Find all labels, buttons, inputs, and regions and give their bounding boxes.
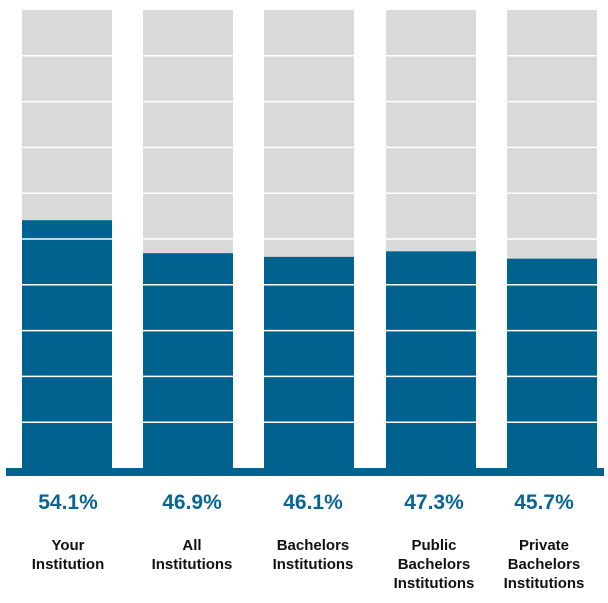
category-label-private-bachelors-institutions: Private Bachelors Institutions: [486, 536, 602, 593]
value-label-private-bachelors-institutions: 45.7%: [514, 491, 574, 514]
category-label-line: Bachelors: [276, 537, 350, 554]
category-label-line: All: [182, 537, 202, 554]
category-label-all-institutions: All Institutions: [134, 536, 250, 574]
column-label-all-institutions: 46.9% All Institutions: [134, 490, 250, 574]
category-label-line: Private: [518, 537, 570, 554]
bar-chart: [6, 10, 604, 476]
value-label-bachelors-institutions: 46.1%: [283, 491, 343, 514]
category-label-line: Institutions: [272, 556, 354, 573]
category-label-your-institution: Your Institution: [10, 536, 126, 574]
category-label-line: Public: [411, 537, 457, 554]
category-label-line: Your: [51, 537, 85, 554]
bar: [143, 253, 233, 468]
value-label-all-institutions: 46.9%: [162, 491, 222, 514]
category-label-line: Institutions: [503, 575, 585, 592]
bar: [264, 256, 354, 468]
column-label-public-bachelors-institutions: 47.3% Public Bachelors Institutions: [376, 490, 492, 593]
x-axis-baseline: [6, 468, 604, 476]
category-label-public-bachelors-institutions: Public Bachelors Institutions: [376, 536, 492, 593]
category-label-line: Institutions: [393, 575, 475, 592]
category-label-line: Bachelors: [397, 556, 471, 573]
category-label-bachelors-institutions: Bachelors Institutions: [255, 536, 371, 574]
bar: [507, 258, 597, 468]
bar: [22, 220, 112, 468]
column-label-private-bachelors-institutions: 45.7% Private Bachelors Institutions: [486, 490, 602, 593]
category-label-line: Institutions: [151, 556, 233, 573]
category-label-line: Bachelors: [507, 556, 581, 573]
category-label-line: Institution: [31, 556, 105, 573]
value-label-your-institution: 54.1%: [38, 491, 98, 514]
value-label-public-bachelors-institutions: 47.3%: [404, 491, 464, 514]
column-label-your-institution: 54.1% Your Institution: [10, 490, 126, 574]
column-label-bachelors-institutions: 46.1% Bachelors Institutions: [255, 490, 371, 574]
bar: [386, 251, 476, 468]
